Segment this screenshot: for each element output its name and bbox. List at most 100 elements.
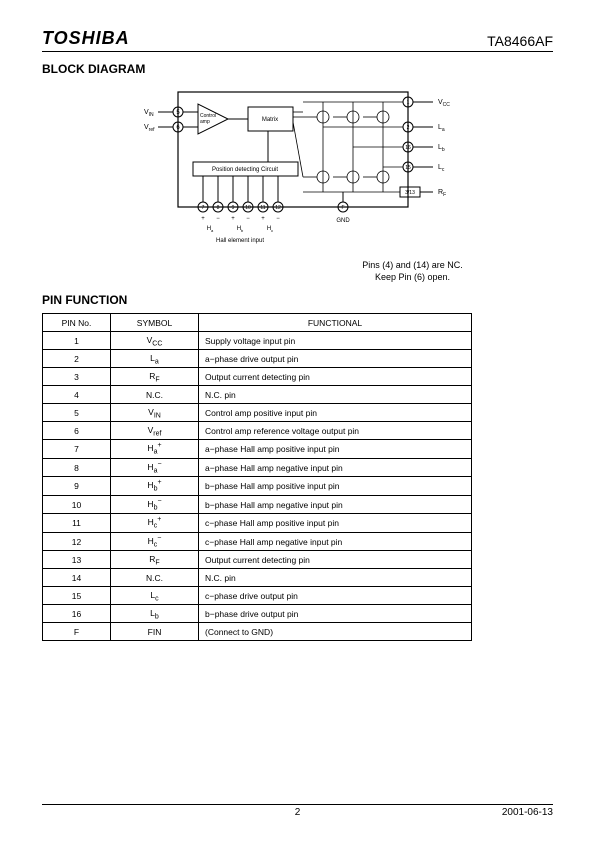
table-row: 4N.C.N.C. pin [43, 386, 472, 404]
svg-text:6: 6 [176, 125, 180, 131]
cell-func: c−phase drive output pin [199, 587, 472, 605]
cell-func: c−phase Hall amp positive input pin [199, 514, 472, 533]
table-row: FFIN(Connect to GND) [43, 623, 472, 641]
cell-symbol: Hb+ [111, 477, 199, 496]
cell-symbol: Ha+ [111, 440, 199, 459]
cell-symbol: Hc− [111, 532, 199, 551]
svg-text:11: 11 [260, 205, 265, 211]
cell-func: Output current detecting pin [199, 551, 472, 569]
diagram-note: Pins (4) and (14) are NC. Keep Pin (6) o… [272, 260, 553, 283]
svg-text:9: 9 [231, 205, 234, 211]
svg-text:VCC: VCC [438, 99, 450, 108]
table-row: 3RFOutput current detecting pin [43, 368, 472, 386]
th-symbol: SYMBOL [111, 314, 199, 332]
cell-symbol: Hc+ [111, 514, 199, 533]
table-row: 5VINControl amp positive input pin [43, 404, 472, 422]
cell-func: N.C. pin [199, 569, 472, 587]
table-row: 14N.C.N.C. pin [43, 569, 472, 587]
table-row: 13RFOutput current detecting pin [43, 551, 472, 569]
svg-text:+: + [231, 216, 235, 222]
cell-func: (Connect to GND) [199, 623, 472, 641]
cell-func: a−phase Hall amp negative input pin [199, 458, 472, 477]
note-line2: Keep Pin (6) open. [272, 272, 553, 284]
svg-text:3/13: 3/13 [405, 190, 415, 196]
svg-text:Hb: Hb [236, 226, 243, 233]
svg-text:Ha: Ha [206, 226, 213, 233]
pin-function-title: PIN FUNCTION [42, 293, 553, 307]
cell-pinno: 11 [43, 514, 111, 533]
th-pinno: PIN No. [43, 314, 111, 332]
page-header: TOSHIBA TA8466AF [42, 28, 553, 52]
cell-symbol: N.C. [111, 569, 199, 587]
svg-text:Matrix: Matrix [261, 117, 277, 123]
cell-symbol: Ha− [111, 458, 199, 477]
svg-text:Hall element input: Hall element input [215, 238, 263, 244]
svg-text:+: + [261, 216, 265, 222]
cell-func: Control amp positive input pin [199, 404, 472, 422]
cell-pinno: 6 [43, 422, 111, 440]
cell-pinno: 10 [43, 495, 111, 514]
svg-text:La: La [438, 124, 445, 133]
cell-symbol: N.C. [111, 386, 199, 404]
table-row: 11Hc+c−phase Hall amp positive input pin [43, 514, 472, 533]
cell-symbol: Lc [111, 587, 199, 605]
table-row: 16Lbb−phase drive output pin [43, 605, 472, 623]
cell-func: b−phase Hall amp positive input pin [199, 477, 472, 496]
cell-pinno: 7 [43, 440, 111, 459]
cell-func: b−phase drive output pin [199, 605, 472, 623]
svg-text:2: 2 [406, 125, 409, 131]
cell-pinno: 14 [43, 569, 111, 587]
svg-text:12: 12 [275, 205, 281, 211]
logo: TOSHIBA [42, 28, 130, 49]
svg-text:16: 16 [405, 145, 411, 151]
table-row: 15Lcc−phase drive output pin [43, 587, 472, 605]
svg-text:GND: GND [336, 218, 350, 224]
pin-function-table: PIN No. SYMBOL FUNCTIONAL 1VCCSupply vol… [42, 313, 472, 641]
cell-symbol: Vref [111, 422, 199, 440]
page-date: 2001-06-13 [502, 807, 553, 818]
table-row: 2Laa−phase drive output pin [43, 350, 472, 368]
table-row: 6VrefControl amp reference voltage outpu… [43, 422, 472, 440]
cell-pinno: 9 [43, 477, 111, 496]
cell-func: a−phase drive output pin [199, 350, 472, 368]
cell-func: Control amp reference voltage output pin [199, 422, 472, 440]
svg-text:−: − [276, 216, 280, 222]
table-row: 8Ha−a−phase Hall amp negative input pin [43, 458, 472, 477]
block-diagram: 5 6 VIN Vref Control amp Matrix Position… [42, 82, 553, 283]
svg-text:5: 5 [176, 110, 180, 116]
cell-symbol: VCC [111, 332, 199, 350]
cell-pinno: 12 [43, 532, 111, 551]
svg-text:VIN: VIN [144, 109, 154, 118]
cell-symbol: RF [111, 551, 199, 569]
cell-symbol: RF [111, 368, 199, 386]
block-diagram-title: BLOCK DIAGRAM [42, 62, 553, 76]
cell-pinno: 4 [43, 386, 111, 404]
part-number: TA8466AF [487, 33, 553, 49]
cell-func: a−phase Hall amp positive input pin [199, 440, 472, 459]
cell-pinno: 2 [43, 350, 111, 368]
svg-text:Lc: Lc [438, 164, 445, 173]
cell-pinno: 3 [43, 368, 111, 386]
cell-symbol: VIN [111, 404, 199, 422]
cell-symbol: La [111, 350, 199, 368]
svg-text:10: 10 [245, 205, 251, 211]
cell-pinno: 15 [43, 587, 111, 605]
note-line1: Pins (4) and (14) are NC. [272, 260, 553, 272]
cell-func: N.C. pin [199, 386, 472, 404]
cell-func: b−phase Hall amp negative input pin [199, 495, 472, 514]
svg-text:15: 15 [405, 165, 411, 171]
svg-text:+: + [201, 216, 205, 222]
table-row: 10Hb−b−phase Hall amp negative input pin [43, 495, 472, 514]
svg-text:1: 1 [406, 100, 409, 106]
table-row: 1VCCSupply voltage input pin [43, 332, 472, 350]
page-footer: 2 2001-06-13 [42, 804, 553, 818]
cell-pinno: 16 [43, 605, 111, 623]
table-row: 7Ha+a−phase Hall amp positive input pin [43, 440, 472, 459]
cell-func: c−phase Hall amp negative input pin [199, 532, 472, 551]
block-diagram-svg: 5 6 VIN Vref Control amp Matrix Position… [138, 82, 458, 252]
th-functional: FUNCTIONAL [199, 314, 472, 332]
svg-text:Vref: Vref [144, 124, 155, 133]
cell-symbol: Lb [111, 605, 199, 623]
svg-text:8: 8 [216, 205, 219, 211]
svg-text:Lb: Lb [438, 144, 445, 153]
